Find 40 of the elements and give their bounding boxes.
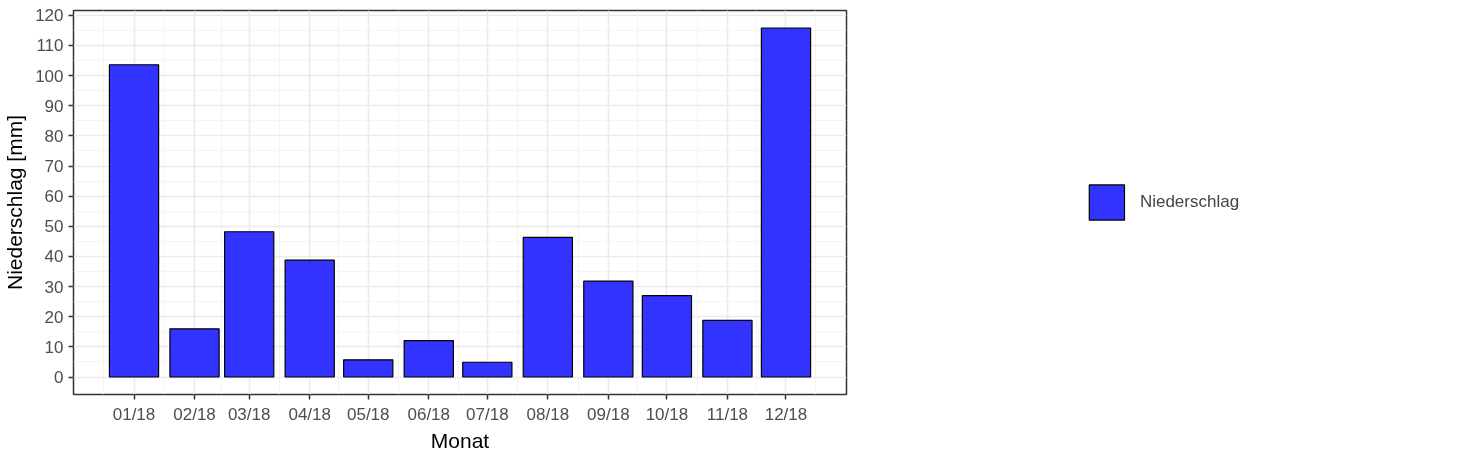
x-tick-label: 08/18 <box>526 404 570 424</box>
bar <box>108 64 160 378</box>
y-tick-label: 110 <box>36 36 64 56</box>
x-tick-label: 09/18 <box>587 404 630 424</box>
x-tick-label: 06/18 <box>407 404 451 424</box>
bar <box>223 231 275 378</box>
y-tick-label: 50 <box>44 217 64 237</box>
y-tick-label: 60 <box>44 187 64 207</box>
y-tick-label: 90 <box>44 96 64 116</box>
y-tick-label: 70 <box>44 157 64 177</box>
bar <box>403 339 454 378</box>
x-axis-title: Monat <box>430 428 490 452</box>
y-tick-label: 30 <box>44 277 64 297</box>
x-tick-label: 10/18 <box>645 404 689 424</box>
bar <box>343 359 394 378</box>
bar <box>760 27 812 378</box>
x-tick-label: 03/18 <box>227 404 271 424</box>
x-tick-label: 04/18 <box>288 404 331 424</box>
x-tick-label: 02/18 <box>173 404 216 424</box>
bar <box>702 319 753 378</box>
bar <box>462 361 513 378</box>
y-tick-label: 120 <box>35 6 64 26</box>
y-tick-label: 0 <box>54 368 64 388</box>
y-tick-label: 40 <box>44 247 64 267</box>
bar <box>284 259 335 378</box>
y-tick-label: 80 <box>44 126 64 146</box>
x-tick-label: 05/18 <box>346 404 390 424</box>
bar <box>641 295 693 378</box>
bar <box>522 236 574 378</box>
y-tick-label: 20 <box>44 307 64 327</box>
x-tick-label: 01/18 <box>112 404 156 424</box>
y-tick-label: 10 <box>44 337 64 357</box>
y-tick-label: 100 <box>35 66 64 86</box>
bar <box>583 280 634 378</box>
y-axis-title: Niederschlag [mm] <box>3 114 27 291</box>
bar <box>169 328 220 378</box>
x-tick-label: 12/18 <box>764 404 808 424</box>
legend-label: Niederschlag <box>1139 192 1240 212</box>
x-tick-label: 11/18 <box>706 404 749 424</box>
x-tick-label: 07/18 <box>466 404 509 424</box>
